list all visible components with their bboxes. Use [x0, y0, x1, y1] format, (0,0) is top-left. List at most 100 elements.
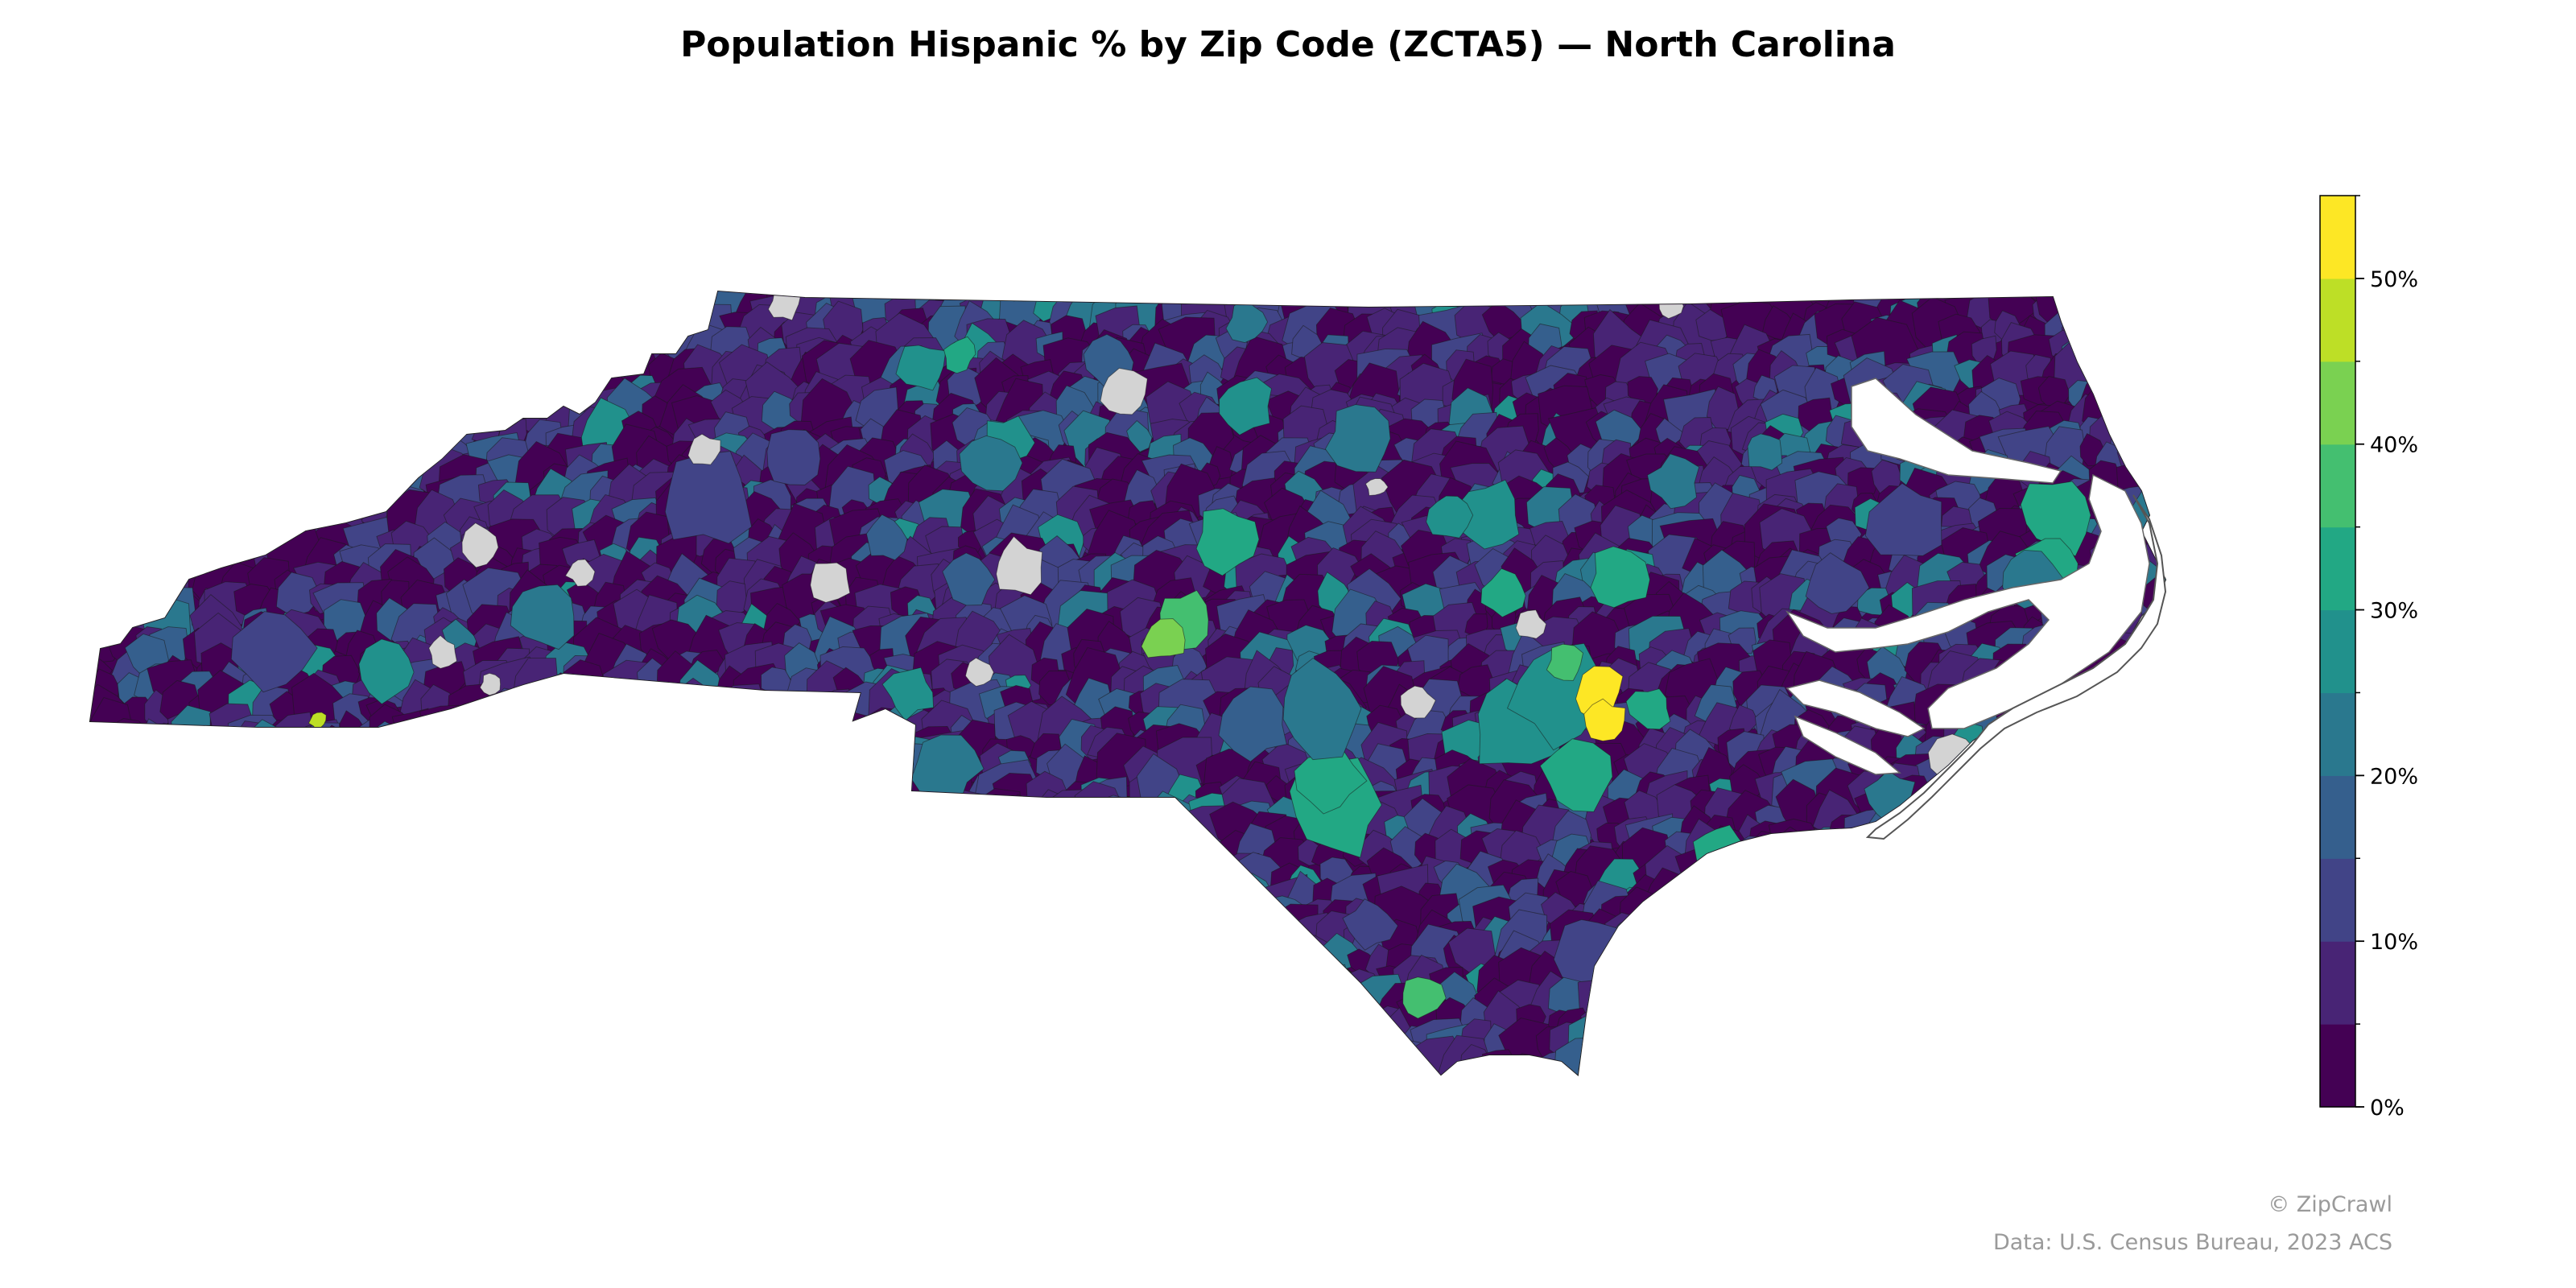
zip-region: [1184, 877, 1211, 911]
zip-region: [554, 946, 607, 994]
zip-region: [1728, 915, 1783, 963]
zip-region: [675, 1044, 741, 1075]
zip-region: [1238, 944, 1298, 993]
zip-region: [288, 393, 347, 456]
legend-colorbar: 0% 10% 20% 30% 40% 50%: [2319, 195, 2418, 1121]
zip-region: [1946, 878, 2012, 937]
zip-region: [400, 875, 448, 921]
zip-region: [228, 782, 285, 848]
zip-region: [1011, 1031, 1069, 1075]
zip-region: [90, 585, 98, 613]
zip-region: [576, 1014, 640, 1072]
zip-region: [686, 819, 721, 852]
zip-region: [766, 992, 815, 1055]
zip-region: [778, 961, 815, 999]
zip-region: [2065, 709, 2112, 768]
zip-region: [437, 964, 464, 993]
colorbar-tick-label: 20%: [2370, 764, 2418, 789]
zip-region: [1955, 924, 1988, 953]
zip-region: [1112, 970, 1162, 1024]
zip-region: [237, 898, 273, 940]
zip-region: [292, 291, 337, 337]
zip-region: [392, 291, 443, 320]
zip-region: [566, 797, 602, 834]
zip-region: [502, 1051, 535, 1075]
zip-region: [2132, 751, 2165, 793]
zip-region: [90, 773, 103, 814]
zip-region: [1760, 940, 1798, 971]
zip-region: [238, 312, 266, 343]
zip-region: [626, 790, 690, 846]
zip-region: [349, 909, 398, 959]
zip-region: [471, 1018, 522, 1066]
zip-region: [551, 332, 596, 373]
zip-region: [414, 992, 460, 1043]
zip-region: [840, 765, 899, 823]
zip-region: [274, 956, 332, 1009]
zip-region: [615, 1046, 647, 1075]
zip-region: [462, 963, 507, 1005]
zip-region: [281, 334, 319, 369]
zip-region: [498, 291, 529, 321]
zip-region: [1052, 991, 1102, 1039]
zip-region: [1847, 858, 1884, 895]
zip-region: [1738, 1051, 1777, 1075]
zip-region: [188, 889, 225, 930]
zip-region: [1122, 987, 1181, 1040]
zip-region: [510, 894, 559, 944]
zip-region: [127, 899, 168, 939]
zip-region: [2056, 807, 2110, 873]
zip-region: [336, 986, 391, 1046]
zip-region: [213, 741, 243, 774]
zip-region: [101, 411, 155, 477]
zip-region: [401, 384, 443, 435]
zip-region: [504, 756, 535, 781]
zip-region: [90, 390, 97, 430]
zip-region: [2111, 687, 2157, 740]
zip-region: [90, 690, 96, 730]
zip-region: [986, 954, 1042, 1004]
zip-region: [976, 920, 1018, 968]
zip-region: [1127, 970, 1154, 1009]
zip-region: [1653, 910, 1711, 967]
zip-region: [90, 487, 116, 514]
zip-region: [1791, 1017, 1848, 1067]
zip-region: [1653, 927, 1703, 980]
zip-region: [1829, 922, 1858, 951]
zip-region: [704, 722, 747, 777]
zip-region: [879, 866, 914, 897]
zip-region: [1852, 841, 1883, 869]
zip-region: [864, 1056, 894, 1075]
zip-region: [834, 1051, 860, 1075]
zip-region: [424, 815, 483, 886]
zip-region: [1779, 1038, 1818, 1075]
zip-region: [955, 904, 1010, 962]
zip-region: [1055, 969, 1090, 1007]
zip-region: [1214, 980, 1274, 1033]
zip-region: [256, 498, 285, 530]
zip-region: [249, 465, 284, 497]
zip-region: [1865, 928, 1922, 984]
zip-region: [517, 1010, 551, 1041]
zip-region: [509, 308, 555, 364]
zip-region: [1743, 867, 1791, 933]
zip-region: [1009, 993, 1067, 1048]
zip-region: [1104, 881, 1160, 934]
zip-region: [2127, 928, 2165, 992]
zip-region: [545, 953, 584, 993]
zip-region: [846, 779, 875, 815]
zip-region: [1228, 952, 1290, 1005]
zip-region: [421, 795, 452, 831]
zip-region: [307, 460, 352, 501]
zip-region: [1195, 860, 1232, 898]
zip-region: [315, 724, 376, 785]
zip-region: [2136, 784, 2165, 832]
zip-region: [861, 873, 894, 904]
zip-region: [369, 291, 413, 314]
zip-region: [245, 328, 295, 378]
zip-region: [278, 488, 314, 518]
zip-region: [195, 949, 237, 994]
zip-region: [171, 972, 217, 1015]
zip-region: [1962, 1050, 2002, 1075]
